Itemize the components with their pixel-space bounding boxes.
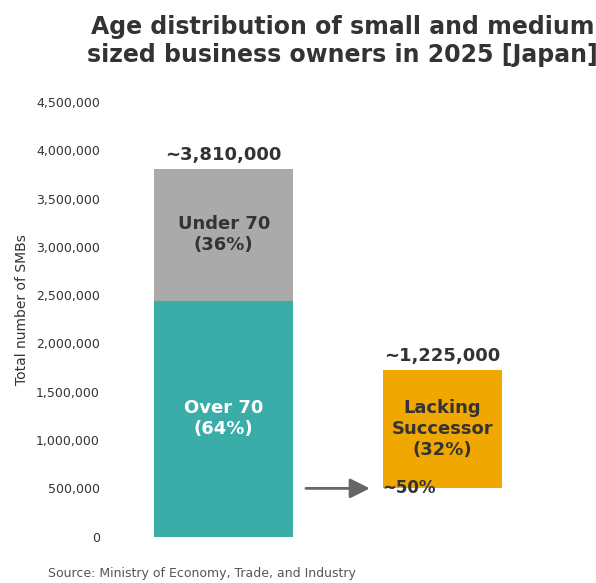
Bar [154,168,293,301]
Y-axis label: Total number of SMBs: Total number of SMBs [15,234,29,385]
Title: Age distribution of small and medium
sized business owners in 2025 [Japan]: Age distribution of small and medium siz… [88,15,596,67]
Text: Over 70
(64%): Over 70 (64%) [184,399,263,438]
Text: ~1,225,000: ~1,225,000 [384,347,500,365]
Bar [383,370,502,489]
Text: ~3,810,000: ~3,810,000 [166,146,282,164]
Text: Source: Ministry of Economy, Trade, and Industry: Source: Ministry of Economy, Trade, and … [48,567,356,580]
Text: Under 70
(36%): Under 70 (36%) [178,216,270,254]
Bar [154,301,293,537]
Text: Lacking
Successor
(32%): Lacking Successor (32%) [391,399,493,459]
Text: ~50%: ~50% [383,479,436,497]
